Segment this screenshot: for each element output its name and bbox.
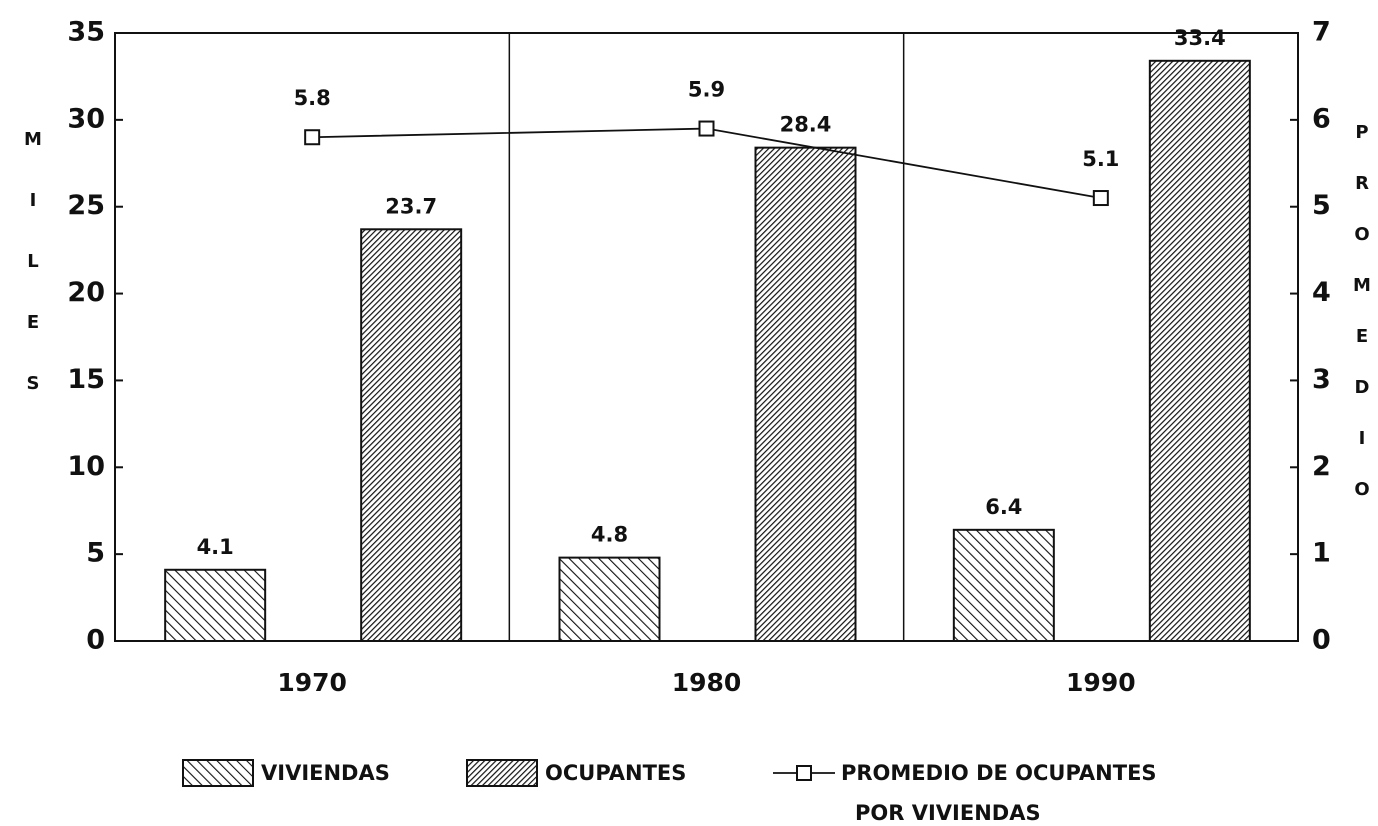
legend-swatch — [182, 759, 254, 787]
data-label: 5.1 — [1082, 147, 1119, 171]
y2-tick-label: 0 — [1312, 625, 1331, 656]
y2-tick-label: 3 — [1312, 364, 1331, 395]
data-label: 5.8 — [294, 86, 331, 110]
y2-tick-label: 5 — [1312, 190, 1331, 221]
y-tick-label: 15 — [67, 364, 105, 395]
bar — [754, 146, 857, 642]
y-tick-label: 0 — [86, 625, 105, 656]
y2-tick-label: 1 — [1312, 538, 1331, 569]
bar — [164, 568, 267, 643]
marker — [304, 129, 321, 146]
y2-tick-label: 6 — [1312, 103, 1331, 134]
x-tick-label: 1980 — [672, 668, 742, 697]
x-tick-label: 1990 — [1066, 668, 1136, 697]
legend-swatch — [466, 759, 538, 787]
data-label: 33.4 — [1174, 26, 1226, 50]
data-label: 23.7 — [385, 194, 437, 218]
plot-frame — [114, 32, 1299, 642]
marker — [698, 120, 715, 137]
y2-tick-label: 2 — [1312, 451, 1331, 482]
data-label: 6.4 — [985, 495, 1022, 519]
bar — [558, 556, 661, 642]
legend-label: VIVIENDAS — [261, 761, 390, 785]
x-tick-label: 1970 — [277, 668, 347, 697]
y2-tick-label: 7 — [1312, 17, 1331, 48]
y-tick-label: 20 — [67, 277, 105, 308]
legend-marker — [796, 765, 812, 781]
bar — [1148, 59, 1251, 642]
y-tick-label: 35 — [67, 17, 105, 48]
data-label: 4.8 — [591, 523, 628, 547]
y2-tick-label: 4 — [1312, 277, 1331, 308]
y-tick-label: 5 — [86, 538, 105, 569]
y-tick-label: 30 — [67, 103, 105, 134]
data-label: 28.4 — [780, 113, 832, 137]
marker — [1092, 190, 1109, 207]
bar — [360, 228, 463, 642]
bar — [952, 528, 1055, 643]
legend-label: OCUPANTES — [545, 761, 686, 785]
data-label: 5.9 — [688, 78, 725, 102]
y-tick-label: 10 — [67, 451, 105, 482]
legend-label: PROMEDIO DE OCUPANTES POR VIVIENDAS — [841, 761, 1157, 825]
data-label: 4.1 — [197, 535, 234, 559]
y-tick-label: 25 — [67, 190, 105, 221]
line — [312, 127, 1101, 199]
